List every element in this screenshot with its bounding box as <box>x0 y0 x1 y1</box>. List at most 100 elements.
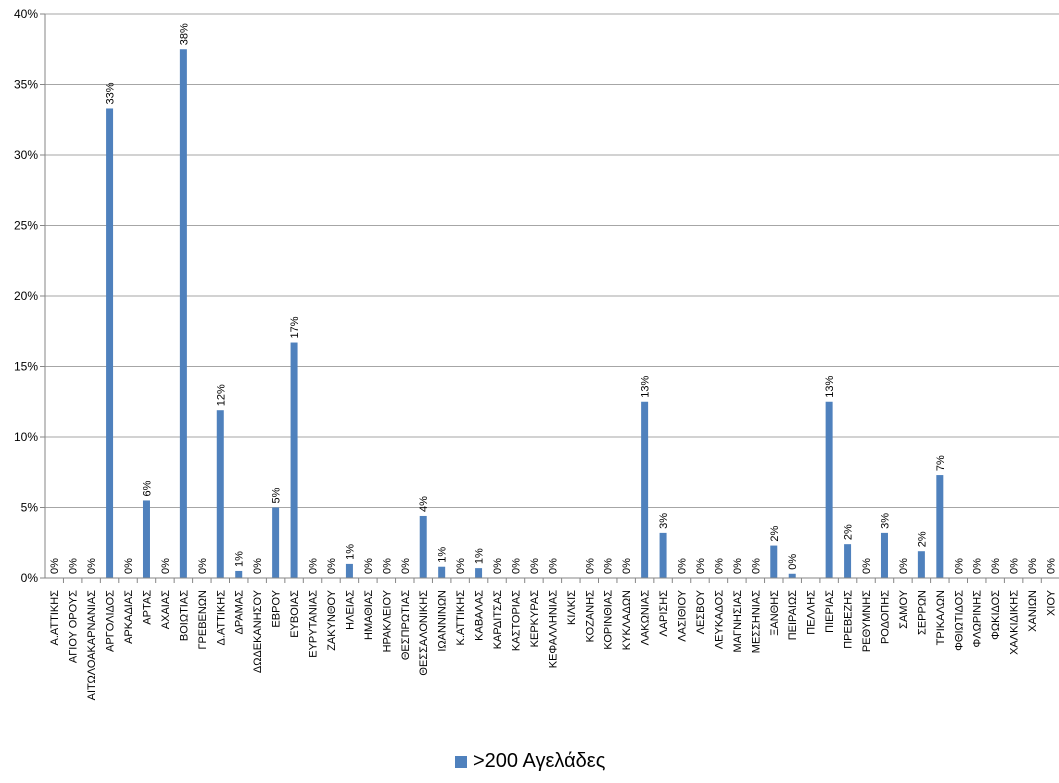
x-tick-label: ΕΒΡΟΥ <box>271 589 283 627</box>
legend-swatch <box>455 755 467 768</box>
data-label: 0% <box>1027 558 1039 574</box>
data-label: 0% <box>953 558 965 574</box>
x-tick-label: ΖΑΚΥΝΘΟΥ <box>326 589 338 650</box>
data-label: 0% <box>732 558 744 574</box>
x-tick-label: ΜΑΓΝΗΣΙΑΣ <box>732 590 744 653</box>
x-tick-label: ΠΕΙΡΑΙΩΣ <box>787 590 799 640</box>
bar <box>179 49 187 578</box>
y-tick-label: 30% <box>14 148 38 162</box>
x-tick-label: Δ.ΑΤΤΙΚΗΣ <box>215 590 227 646</box>
x-tick-label: ΛΑΡΙΣΗΣ <box>658 590 670 637</box>
bar <box>825 401 833 578</box>
x-tick-label: ΧΙΟΥ <box>1046 589 1058 616</box>
x-tick-label: ΑΡΚΑΔΙΑΣ <box>123 590 135 644</box>
data-labels: 0% 0% 0% 33% 0% 6% 0% 38% 0% 12% 1% 0% 5% 17% 0% 0% 1% 0%… <box>49 23 1057 574</box>
x-tick-label: ΘΕΣΠΡΩΤΙΑΣ <box>400 590 412 660</box>
x-tick-label: ΓΡΕΒΕΝΩΝ <box>197 590 209 650</box>
x-tick-label: ΚΥΚΛΑΔΩΝ <box>621 590 633 650</box>
bar <box>216 410 224 578</box>
x-tick-label: ΦΛΩΡΙΝΗΣ <box>972 590 984 648</box>
data-label: 0% <box>510 558 522 574</box>
x-tick-label: ΚΕΡΚΥΡΑΣ <box>529 590 541 648</box>
x-tick-label: ΞΑΝΘΗΣ <box>769 590 781 636</box>
data-label: 1% <box>234 551 246 567</box>
y-tick-label: 25% <box>14 219 38 233</box>
data-label: 0% <box>400 558 412 574</box>
x-tick-label: ΗΜΑΘΙΑΣ <box>363 590 375 640</box>
x-tick-label: ΡΟΔΟΠΗΣ <box>879 590 891 644</box>
axes: 0% 5% 10% 15% 20% 25% 30% 35% 40% Α.ΑΤΤΙΚΗΣ ΑΓΙΟΥ … <box>14 7 1059 700</box>
data-label: 0% <box>990 558 1002 574</box>
x-tick-label: ΗΛΕΙΑΣ <box>344 590 356 630</box>
data-label: 17% <box>289 316 301 338</box>
bar <box>290 342 298 578</box>
x-tick-label: ΦΩΚΙΔΟΣ <box>990 590 1002 640</box>
x-tick-label: ΚΟΖΑΝΗΣ <box>584 590 596 642</box>
x-tick-label: ΚΑΒΑΛΑΣ <box>474 590 486 641</box>
data-label: 33% <box>105 82 117 104</box>
data-label: 1% <box>474 548 486 564</box>
x-tick-label: ΧΑΝΙΩΝ <box>1027 590 1039 632</box>
data-label: 38% <box>178 23 190 45</box>
bar <box>142 500 150 578</box>
x-tick-label: ΤΡΙΚΑΛΩΝ <box>935 590 947 645</box>
data-label: 4% <box>418 496 430 512</box>
x-tick-label: ΣΕΡΡΩΝ <box>916 590 928 635</box>
bar <box>419 515 427 578</box>
bar <box>770 545 778 578</box>
x-tick-label: ΦΘΙΩΤΙΔΟΣ <box>953 590 965 651</box>
data-label: 1% <box>437 547 449 563</box>
data-label: 0% <box>584 558 596 574</box>
data-label: 0% <box>898 558 910 574</box>
data-label: 5% <box>271 487 283 503</box>
data-label: 2% <box>843 524 855 540</box>
x-tick-label: ΗΡΑΚΛΕΙΟΥ <box>381 589 393 652</box>
legend-label: >200 Αγελάδες <box>473 750 606 772</box>
x-tick-label: ΘΕΣΣΑΛΟΝΙΚΗΣ <box>418 590 430 676</box>
data-label: 0% <box>677 558 689 574</box>
data-label: 7% <box>935 455 947 471</box>
data-label: 0% <box>529 558 541 574</box>
bar <box>438 566 446 578</box>
data-label: 0% <box>750 558 762 574</box>
data-label: 3% <box>879 513 891 529</box>
data-label: 0% <box>695 558 707 574</box>
bar <box>880 532 888 578</box>
data-label: 0% <box>86 558 98 574</box>
data-label: 0% <box>68 558 80 574</box>
data-label: 0% <box>713 558 725 574</box>
bar <box>641 401 649 578</box>
data-label: 0% <box>861 558 873 574</box>
x-tick-label: ΚΕΦΑΛΛΗΝΙΑΣ <box>547 590 559 668</box>
data-label: 0% <box>363 558 375 574</box>
x-tick-label: ΑΙΤΩΛΟΑΚΑΡΝΑΝΙΑΣ <box>86 590 98 701</box>
data-label: 13% <box>640 376 652 398</box>
bar <box>917 551 925 578</box>
data-label: 0% <box>123 558 135 574</box>
y-tick-label: 20% <box>14 289 38 303</box>
data-label: 0% <box>455 558 467 574</box>
data-label: 13% <box>824 376 836 398</box>
data-label: 0% <box>197 558 209 574</box>
data-label: 0% <box>492 558 504 574</box>
x-tick-label: ΧΑΛΚΙΔΙΚΗΣ <box>1009 590 1021 655</box>
x-tick-label: ΑΡΤΑΣ <box>141 590 153 625</box>
x-tick-label: ΙΩΑΝΝΙΝΩΝ <box>437 590 449 652</box>
bar <box>345 563 353 578</box>
x-tick-label: ΛΕΥΚΑΔΟΣ <box>713 590 725 649</box>
data-label: 0% <box>308 558 320 574</box>
x-tick-label: ΚΙΛΚΙΣ <box>566 590 578 625</box>
bar <box>235 570 243 578</box>
x-tick-label: ΚΑΣΤΟΡΙΑΣ <box>510 590 522 651</box>
x-tick-label: ΒΟΙΩΤΙΑΣ <box>178 590 190 641</box>
data-label: 0% <box>381 558 393 574</box>
gridlines <box>45 13 1059 508</box>
data-label: 0% <box>252 558 264 574</box>
data-label: 0% <box>547 558 559 574</box>
x-tick-label: ΣΑΜΟΥ <box>898 589 910 629</box>
y-tick-label: 15% <box>14 360 38 374</box>
x-tick-label: ΠΙΕΡΙΑΣ <box>824 590 836 633</box>
bar <box>272 507 280 578</box>
